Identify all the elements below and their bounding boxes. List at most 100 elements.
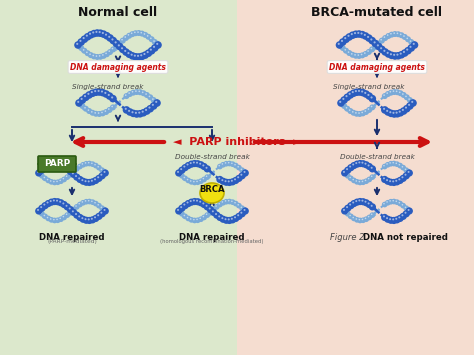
Circle shape [229, 178, 236, 185]
Circle shape [345, 49, 346, 51]
Circle shape [208, 209, 213, 215]
Circle shape [144, 92, 150, 98]
Circle shape [362, 32, 369, 40]
Circle shape [354, 54, 356, 56]
Circle shape [212, 210, 214, 212]
Circle shape [218, 215, 220, 217]
Circle shape [363, 51, 369, 57]
Circle shape [196, 181, 198, 182]
Circle shape [110, 104, 116, 110]
Circle shape [401, 49, 409, 57]
Circle shape [244, 171, 246, 173]
Circle shape [369, 203, 376, 211]
Circle shape [408, 104, 410, 106]
Circle shape [124, 50, 126, 52]
Circle shape [96, 111, 102, 117]
Circle shape [119, 45, 127, 53]
Circle shape [365, 218, 366, 219]
Circle shape [138, 91, 140, 92]
Circle shape [84, 95, 86, 97]
Circle shape [225, 162, 227, 164]
Circle shape [413, 43, 415, 45]
Circle shape [348, 175, 354, 181]
Circle shape [42, 213, 48, 219]
Circle shape [63, 178, 64, 179]
Circle shape [118, 44, 120, 47]
Circle shape [100, 207, 102, 208]
Circle shape [399, 202, 400, 203]
Circle shape [403, 51, 405, 53]
Circle shape [196, 219, 198, 220]
Circle shape [399, 92, 401, 93]
Circle shape [84, 33, 91, 40]
Circle shape [135, 90, 137, 92]
Circle shape [370, 212, 375, 218]
Circle shape [77, 101, 79, 103]
Circle shape [231, 180, 233, 182]
Circle shape [68, 171, 73, 177]
Circle shape [61, 215, 67, 220]
Circle shape [89, 178, 96, 185]
Circle shape [390, 179, 398, 186]
Circle shape [178, 166, 185, 174]
Circle shape [96, 55, 97, 57]
Circle shape [85, 91, 93, 99]
Circle shape [406, 170, 412, 176]
Circle shape [35, 207, 42, 215]
Circle shape [396, 54, 399, 56]
Circle shape [371, 213, 373, 215]
Circle shape [354, 179, 360, 185]
Circle shape [108, 94, 110, 96]
Circle shape [352, 217, 354, 218]
Circle shape [381, 214, 388, 221]
Circle shape [231, 218, 233, 220]
Circle shape [182, 175, 188, 181]
Circle shape [84, 107, 86, 109]
Circle shape [145, 93, 147, 95]
Circle shape [148, 106, 151, 109]
Circle shape [338, 100, 344, 106]
Circle shape [384, 178, 392, 185]
Circle shape [240, 212, 242, 214]
Circle shape [79, 40, 82, 42]
Circle shape [360, 110, 366, 116]
Circle shape [84, 218, 87, 220]
Circle shape [156, 43, 158, 45]
Circle shape [59, 218, 61, 219]
Circle shape [231, 201, 233, 202]
Circle shape [102, 90, 110, 98]
Circle shape [151, 44, 159, 52]
Text: Single-strand break: Single-strand break [333, 84, 404, 90]
Circle shape [146, 34, 151, 40]
Circle shape [236, 165, 242, 170]
Circle shape [177, 171, 179, 173]
Circle shape [402, 172, 410, 179]
Circle shape [92, 88, 100, 96]
Circle shape [364, 217, 369, 222]
Circle shape [155, 42, 161, 48]
Circle shape [374, 45, 375, 47]
Circle shape [380, 39, 382, 40]
Circle shape [346, 33, 353, 41]
Circle shape [155, 101, 157, 103]
Circle shape [349, 52, 356, 58]
Circle shape [37, 171, 39, 173]
Circle shape [383, 215, 385, 217]
Circle shape [145, 49, 152, 57]
Circle shape [181, 174, 182, 176]
Circle shape [191, 198, 198, 205]
Circle shape [393, 110, 401, 118]
Circle shape [80, 200, 86, 206]
Circle shape [371, 97, 373, 99]
Circle shape [390, 217, 398, 224]
Circle shape [201, 201, 208, 208]
Circle shape [153, 40, 155, 42]
Circle shape [53, 162, 55, 163]
Circle shape [76, 43, 78, 45]
Circle shape [187, 217, 188, 218]
Circle shape [397, 33, 398, 34]
Circle shape [396, 91, 397, 92]
Circle shape [61, 163, 68, 170]
Circle shape [349, 109, 350, 111]
Circle shape [64, 165, 71, 173]
